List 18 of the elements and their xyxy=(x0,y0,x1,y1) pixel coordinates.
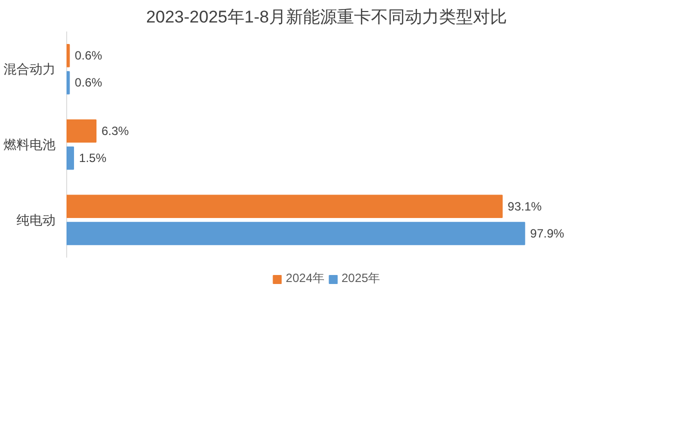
bar xyxy=(66,71,70,94)
data-label: 6.3% xyxy=(101,124,130,138)
y-tick-label: 燃料电池 xyxy=(4,137,56,152)
legend-label: 2025年 xyxy=(342,270,380,287)
data-label: 0.6% xyxy=(74,76,102,90)
bar xyxy=(66,194,503,218)
y-tick-label: 纯电动 xyxy=(16,212,56,228)
y-tick-label: 混合动力 xyxy=(4,62,56,77)
legend-label: 2024年 xyxy=(286,270,324,287)
bar xyxy=(66,119,96,143)
data-label: 97.9% xyxy=(530,226,565,240)
bar xyxy=(66,44,70,68)
chart-title: 2023-2025年1-8月新能源重卡不同动力类型对比 xyxy=(146,8,507,26)
bar xyxy=(66,146,74,170)
bar xyxy=(66,222,526,246)
data-label: 1.5% xyxy=(79,151,107,166)
data-label: 93.1% xyxy=(508,199,542,214)
data-label: 0.6% xyxy=(74,48,102,63)
